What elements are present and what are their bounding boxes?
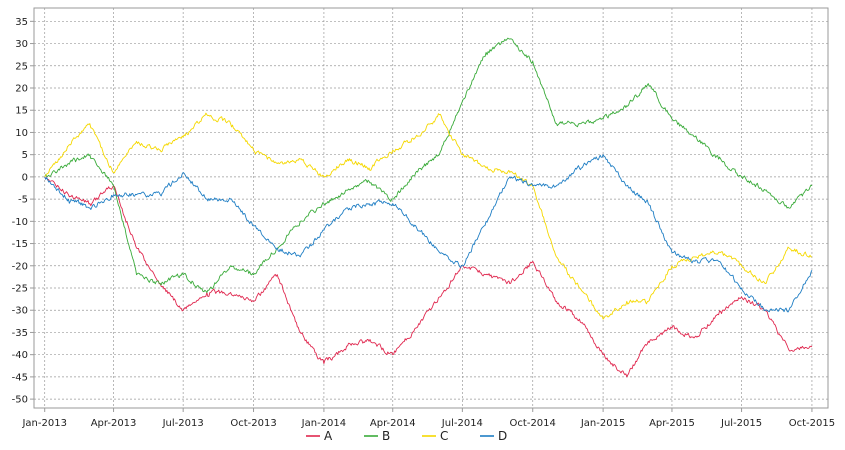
legend-label: A <box>324 429 333 443</box>
x-tick-label: Apr-2013 <box>91 418 137 429</box>
legend-label: C <box>440 429 448 443</box>
y-tick-label: -10 <box>12 217 28 228</box>
legend-item-b: B <box>364 429 390 443</box>
x-tick-label: Apr-2014 <box>370 418 416 429</box>
y-tick-label: -50 <box>12 395 28 406</box>
x-tick-label: Jan-2014 <box>301 418 346 429</box>
legend-item-a: A <box>306 429 333 443</box>
legend-item-c: C <box>422 429 448 443</box>
x-tick-label: Jul-2015 <box>720 418 762 429</box>
series-line-a <box>44 176 813 378</box>
series-line-c <box>44 112 812 320</box>
y-tick-label: 20 <box>15 84 28 95</box>
y-tick-label: -15 <box>12 239 28 250</box>
legend-item-d: D <box>480 429 507 443</box>
y-tick-label: 15 <box>15 106 28 117</box>
plot-frame <box>33 7 829 409</box>
plot-background <box>34 8 828 408</box>
series-line-b <box>44 37 813 293</box>
x-tick-label: Jan-2013 <box>21 418 66 429</box>
y-tick-label: 10 <box>15 128 28 139</box>
y-tick-label: 5 <box>22 150 28 161</box>
y-tick-label: -20 <box>12 261 28 272</box>
series-layer <box>44 37 813 378</box>
y-tick-label: -25 <box>12 284 28 295</box>
y-tick-label: -40 <box>12 350 28 361</box>
y-tick-label: 35 <box>15 17 28 28</box>
x-tick-label: Jul-2013 <box>162 418 204 429</box>
y-tick-label: 25 <box>15 61 28 72</box>
y-tick-label: -30 <box>12 306 28 317</box>
y-axis: -50-45-40-35-30-25-20-15-10-505101520253… <box>12 17 34 406</box>
legend-label: D <box>498 429 507 443</box>
grid-lines <box>34 8 828 408</box>
y-tick-label: -35 <box>12 328 28 339</box>
x-tick-label: Oct-2014 <box>510 418 556 429</box>
x-axis: Jan-2013 Apr-2013 Jul-2013 Oct-2013 Jan-2014… <box>21 408 835 429</box>
x-tick-label: Apr-2015 <box>649 418 695 429</box>
x-tick-label: Oct-2013 <box>230 418 276 429</box>
x-tick-label: Jul-2014 <box>441 418 483 429</box>
y-tick-label: -45 <box>12 372 28 383</box>
x-tick-label: Oct-2015 <box>789 418 835 429</box>
legend-label: B <box>382 429 390 443</box>
legend: A B C D <box>306 429 507 443</box>
y-tick-label: 30 <box>15 39 28 50</box>
x-tick-label: Jan-2015 <box>580 418 625 429</box>
y-tick-label: -5 <box>18 195 28 206</box>
series-line-d <box>44 154 813 313</box>
y-tick-label: 0 <box>22 172 28 183</box>
